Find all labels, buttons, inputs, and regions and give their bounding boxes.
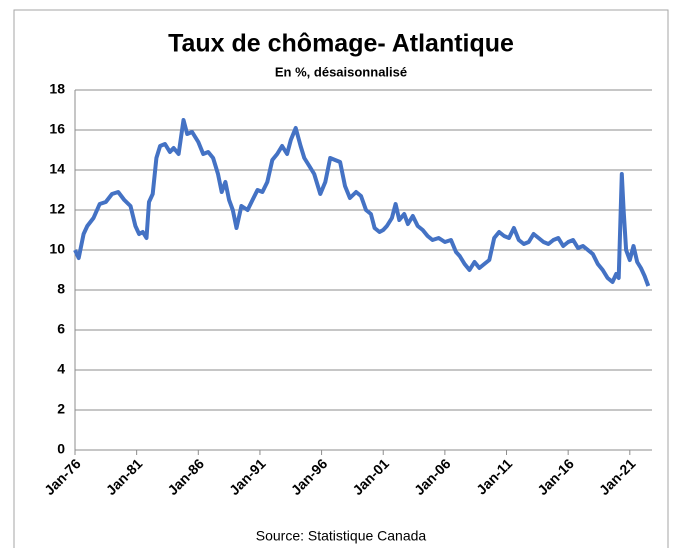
y-tick-label: 12: [49, 201, 65, 217]
chart-subtitle: En %, désaisonnalisé: [275, 64, 407, 79]
y-tick-label: 10: [49, 241, 65, 257]
data-line: [73, 118, 651, 287]
y-tick-label: 18: [49, 81, 65, 97]
y-tick-label: 16: [49, 121, 65, 137]
chart-title: Taux de chômage- Atlantique: [168, 30, 514, 58]
y-tick-label: 0: [57, 441, 65, 457]
y-tick-label: 2: [57, 401, 65, 417]
y-tick-label: 6: [57, 321, 65, 337]
y-tick-label: 4: [57, 361, 65, 377]
y-tick-label: 8: [57, 281, 65, 297]
y-tick-label: 14: [49, 161, 65, 177]
chart-frame: [13, 9, 669, 548]
source-note: Source: Statistique Canada: [256, 528, 427, 544]
